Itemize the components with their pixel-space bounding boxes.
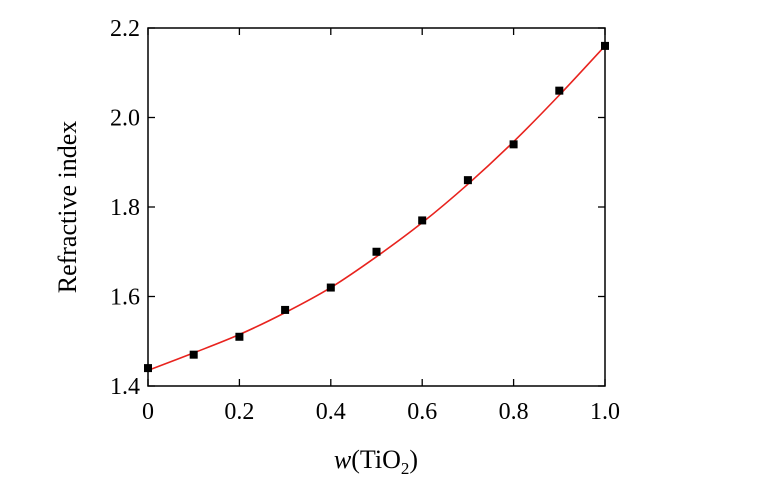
x-axis-ticks: 0 0.2 0.4 0.6 0.8 1.0 (142, 28, 620, 425)
x-axis-title-italic: w (334, 445, 352, 474)
data-point (601, 41, 609, 50)
data-point (235, 332, 244, 341)
x-tick-label: 1.0 (590, 399, 620, 425)
x-tick-label: 0.4 (316, 399, 346, 425)
data-point (418, 216, 427, 225)
data-point (189, 350, 198, 359)
data-point (144, 364, 152, 373)
x-axis-title: w(TiO2) (334, 445, 418, 478)
data-points (144, 41, 609, 373)
data-point (326, 283, 335, 292)
y-tick-label: 1.8 (110, 195, 140, 221)
x-axis-title-close: ) (409, 445, 418, 474)
y-tick-label: 2.2 (110, 16, 140, 42)
data-point (463, 176, 472, 185)
x-tick-label: 0.6 (407, 399, 437, 425)
x-axis-title-subscript: 2 (401, 459, 410, 478)
x-tick-label: 0 (142, 399, 154, 425)
data-point (281, 305, 290, 314)
x-tick-label: 0.8 (499, 399, 529, 425)
y-tick-label: 1.4 (110, 374, 140, 400)
data-point (372, 247, 381, 256)
y-tick-label: 2.0 (110, 106, 140, 132)
data-point (509, 140, 518, 149)
x-tick-label: 0.2 (224, 399, 254, 425)
y-axis-title: Refractive index (53, 121, 82, 294)
fit-curve (147, 45, 606, 372)
y-tick-label: 1.6 (110, 285, 140, 311)
x-axis-title-open: (TiO (351, 445, 401, 474)
data-point (555, 86, 564, 95)
plot-frame (147, 27, 606, 387)
y-axis-ticks: 1.4 1.6 1.8 2.0 2.2 (110, 16, 605, 400)
